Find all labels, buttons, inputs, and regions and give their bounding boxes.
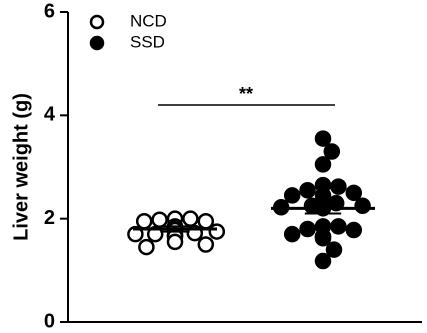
data-point-ssd: [354, 197, 371, 214]
data-point-ssd: [345, 221, 363, 239]
y-ticks: 0 2 4 6: [44, 0, 68, 332]
data-point-ssd: [314, 230, 332, 247]
data-point-ssd: [325, 241, 343, 258]
data-point-ncd: [208, 223, 226, 240]
data-point-ssd: [330, 218, 347, 235]
data-point-ncd: [146, 225, 164, 243]
data-point-ncd: [135, 213, 153, 230]
data-point-ssd: [323, 143, 341, 160]
data-point-ncd: [182, 210, 199, 227]
data-point-ncd: [151, 211, 168, 228]
legend-label-ssd: SSD: [130, 32, 165, 51]
mean-sem-bars: [133, 202, 375, 233]
y-tick-label: 6: [44, 0, 55, 22]
data-point-ssd: [299, 182, 316, 199]
significance-annotation: **: [158, 84, 335, 106]
y-axis-title: Liver weight (g): [10, 93, 32, 241]
data-point-ssd: [314, 130, 332, 147]
data-point-ncd: [127, 225, 144, 243]
data-point-ncd: [138, 238, 155, 256]
y-tick-label: 2: [44, 207, 55, 229]
legend: NCD SSD: [89, 11, 167, 51]
data-point-ssd: [283, 187, 301, 204]
data-point-ncd: [197, 236, 215, 253]
data-point-ssd: [299, 220, 316, 238]
significance-label: **: [239, 84, 253, 104]
data-point-ncd: [166, 233, 184, 251]
y-tick-label: 0: [44, 310, 55, 332]
data-points: [127, 130, 371, 270]
legend-label-ncd: NCD: [130, 11, 167, 30]
data-point-ssd: [314, 156, 332, 173]
data-point-ssd: [314, 252, 332, 270]
legend-marker-ssd: [89, 35, 105, 51]
legend-marker-ncd: [89, 14, 105, 30]
data-point-ssd: [330, 178, 347, 195]
y-tick-label: 4: [44, 104, 56, 126]
data-point-ssd: [283, 225, 301, 243]
data-point-ssd: [345, 184, 363, 202]
